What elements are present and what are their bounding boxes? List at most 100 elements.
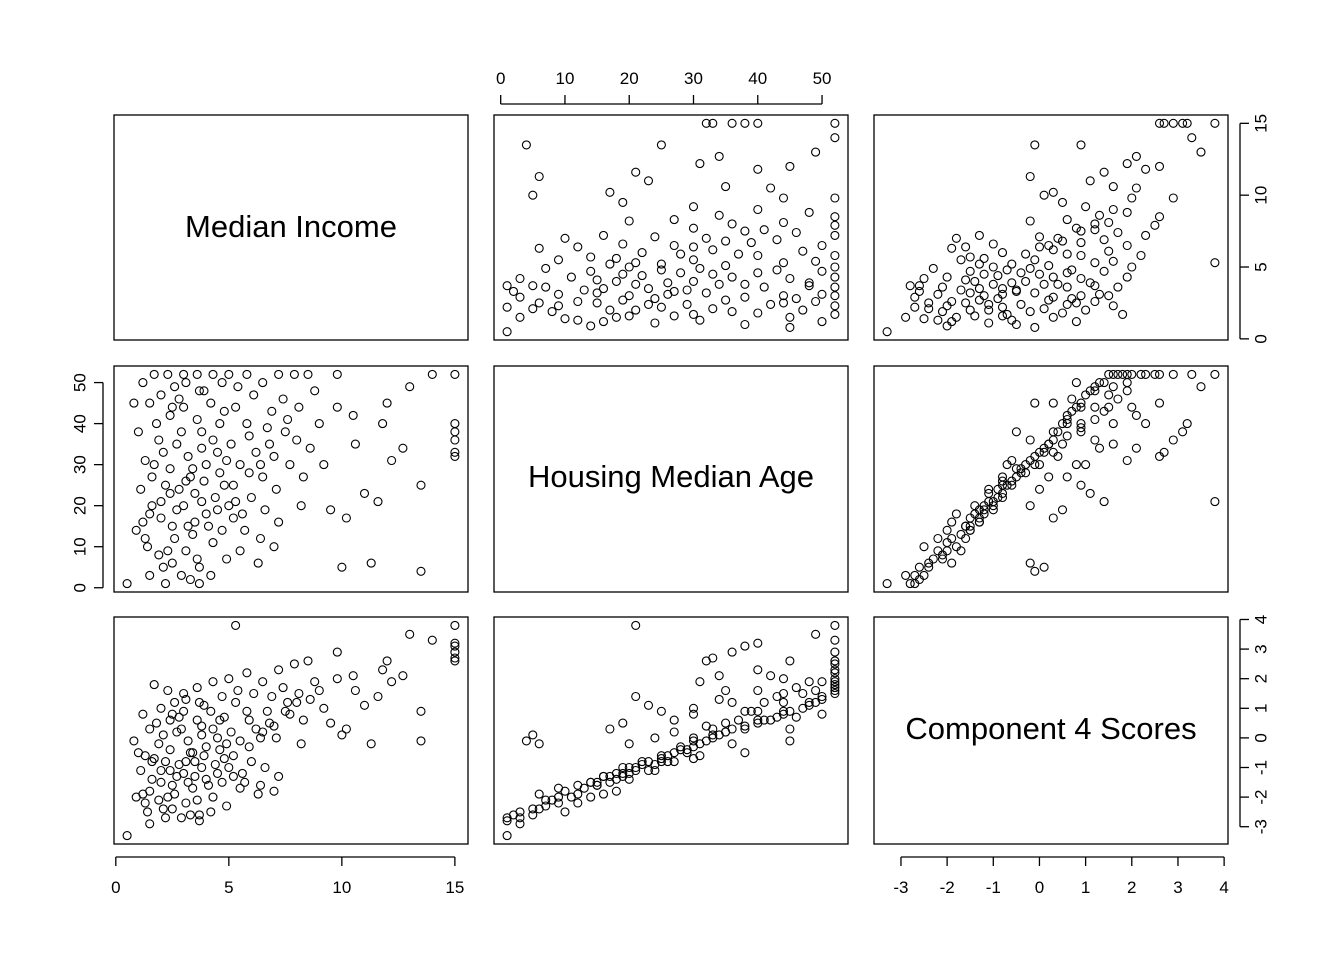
point bbox=[292, 697, 302, 707]
tick-label: 2 bbox=[1251, 674, 1270, 683]
point bbox=[217, 777, 227, 787]
point bbox=[1044, 295, 1054, 305]
point bbox=[919, 314, 929, 324]
point bbox=[643, 765, 654, 776]
point bbox=[185, 748, 195, 758]
point bbox=[416, 566, 426, 576]
point bbox=[753, 685, 763, 696]
point bbox=[817, 694, 827, 704]
point bbox=[937, 554, 948, 564]
tick-label: 10 bbox=[555, 69, 574, 88]
point bbox=[1122, 455, 1132, 466]
point bbox=[502, 302, 512, 312]
point bbox=[997, 492, 1008, 503]
point bbox=[817, 289, 827, 299]
point bbox=[974, 259, 984, 269]
tick-label: 3 bbox=[1251, 644, 1270, 653]
point bbox=[206, 706, 216, 716]
point bbox=[791, 683, 801, 693]
point bbox=[830, 620, 840, 630]
point bbox=[1057, 308, 1068, 318]
point bbox=[830, 656, 840, 666]
point bbox=[965, 252, 975, 262]
point bbox=[804, 697, 814, 707]
point bbox=[416, 480, 426, 490]
point bbox=[1021, 468, 1031, 478]
point bbox=[378, 665, 388, 675]
point bbox=[997, 284, 1008, 294]
point bbox=[901, 570, 911, 580]
point bbox=[167, 780, 177, 790]
point bbox=[244, 468, 254, 478]
point bbox=[528, 281, 538, 291]
point bbox=[924, 562, 934, 572]
point bbox=[933, 315, 943, 325]
point bbox=[142, 807, 153, 817]
point bbox=[560, 807, 570, 817]
point bbox=[528, 730, 538, 740]
point bbox=[332, 647, 342, 657]
point bbox=[199, 386, 209, 396]
point bbox=[262, 706, 272, 716]
point bbox=[928, 263, 938, 273]
point bbox=[1094, 378, 1105, 388]
point bbox=[1168, 369, 1178, 379]
point bbox=[701, 118, 711, 128]
point bbox=[1108, 182, 1118, 192]
point bbox=[1085, 278, 1095, 288]
point bbox=[280, 427, 290, 437]
point bbox=[579, 783, 589, 793]
point bbox=[528, 810, 538, 820]
point bbox=[208, 724, 218, 734]
point bbox=[212, 733, 223, 743]
point bbox=[251, 447, 261, 457]
point bbox=[740, 226, 750, 236]
point bbox=[643, 700, 654, 710]
point bbox=[179, 688, 189, 699]
point bbox=[296, 501, 306, 511]
point bbox=[740, 319, 750, 330]
point bbox=[988, 497, 998, 507]
point bbox=[1154, 212, 1165, 222]
point bbox=[165, 765, 175, 776]
point bbox=[197, 497, 207, 507]
point bbox=[553, 301, 564, 311]
point bbox=[145, 509, 155, 519]
point bbox=[528, 804, 538, 814]
point bbox=[192, 554, 202, 564]
point bbox=[181, 798, 191, 808]
point bbox=[605, 305, 615, 315]
point bbox=[1034, 232, 1045, 242]
point bbox=[427, 369, 437, 379]
point bbox=[631, 167, 641, 177]
point bbox=[753, 706, 763, 716]
point bbox=[192, 414, 202, 425]
point bbox=[521, 736, 531, 746]
point bbox=[222, 455, 232, 466]
point bbox=[1178, 427, 1188, 437]
point bbox=[174, 484, 184, 494]
axis-bottom-income: 0 5 10 15 bbox=[111, 856, 464, 897]
point bbox=[669, 311, 679, 321]
point bbox=[924, 304, 934, 314]
point bbox=[1053, 279, 1063, 289]
point bbox=[1025, 307, 1035, 317]
point bbox=[242, 369, 252, 379]
point bbox=[1016, 268, 1026, 278]
point bbox=[811, 256, 821, 266]
point bbox=[188, 748, 198, 758]
point bbox=[160, 480, 171, 490]
point bbox=[1044, 240, 1054, 251]
point bbox=[450, 647, 460, 657]
point bbox=[933, 546, 943, 556]
point bbox=[637, 248, 647, 258]
point bbox=[206, 570, 216, 580]
point bbox=[427, 635, 437, 645]
tick-label: -3 bbox=[1251, 819, 1270, 834]
tick-label: 2 bbox=[1127, 878, 1136, 897]
point bbox=[727, 272, 737, 282]
point bbox=[740, 721, 750, 731]
point bbox=[170, 697, 180, 707]
point bbox=[695, 263, 705, 273]
